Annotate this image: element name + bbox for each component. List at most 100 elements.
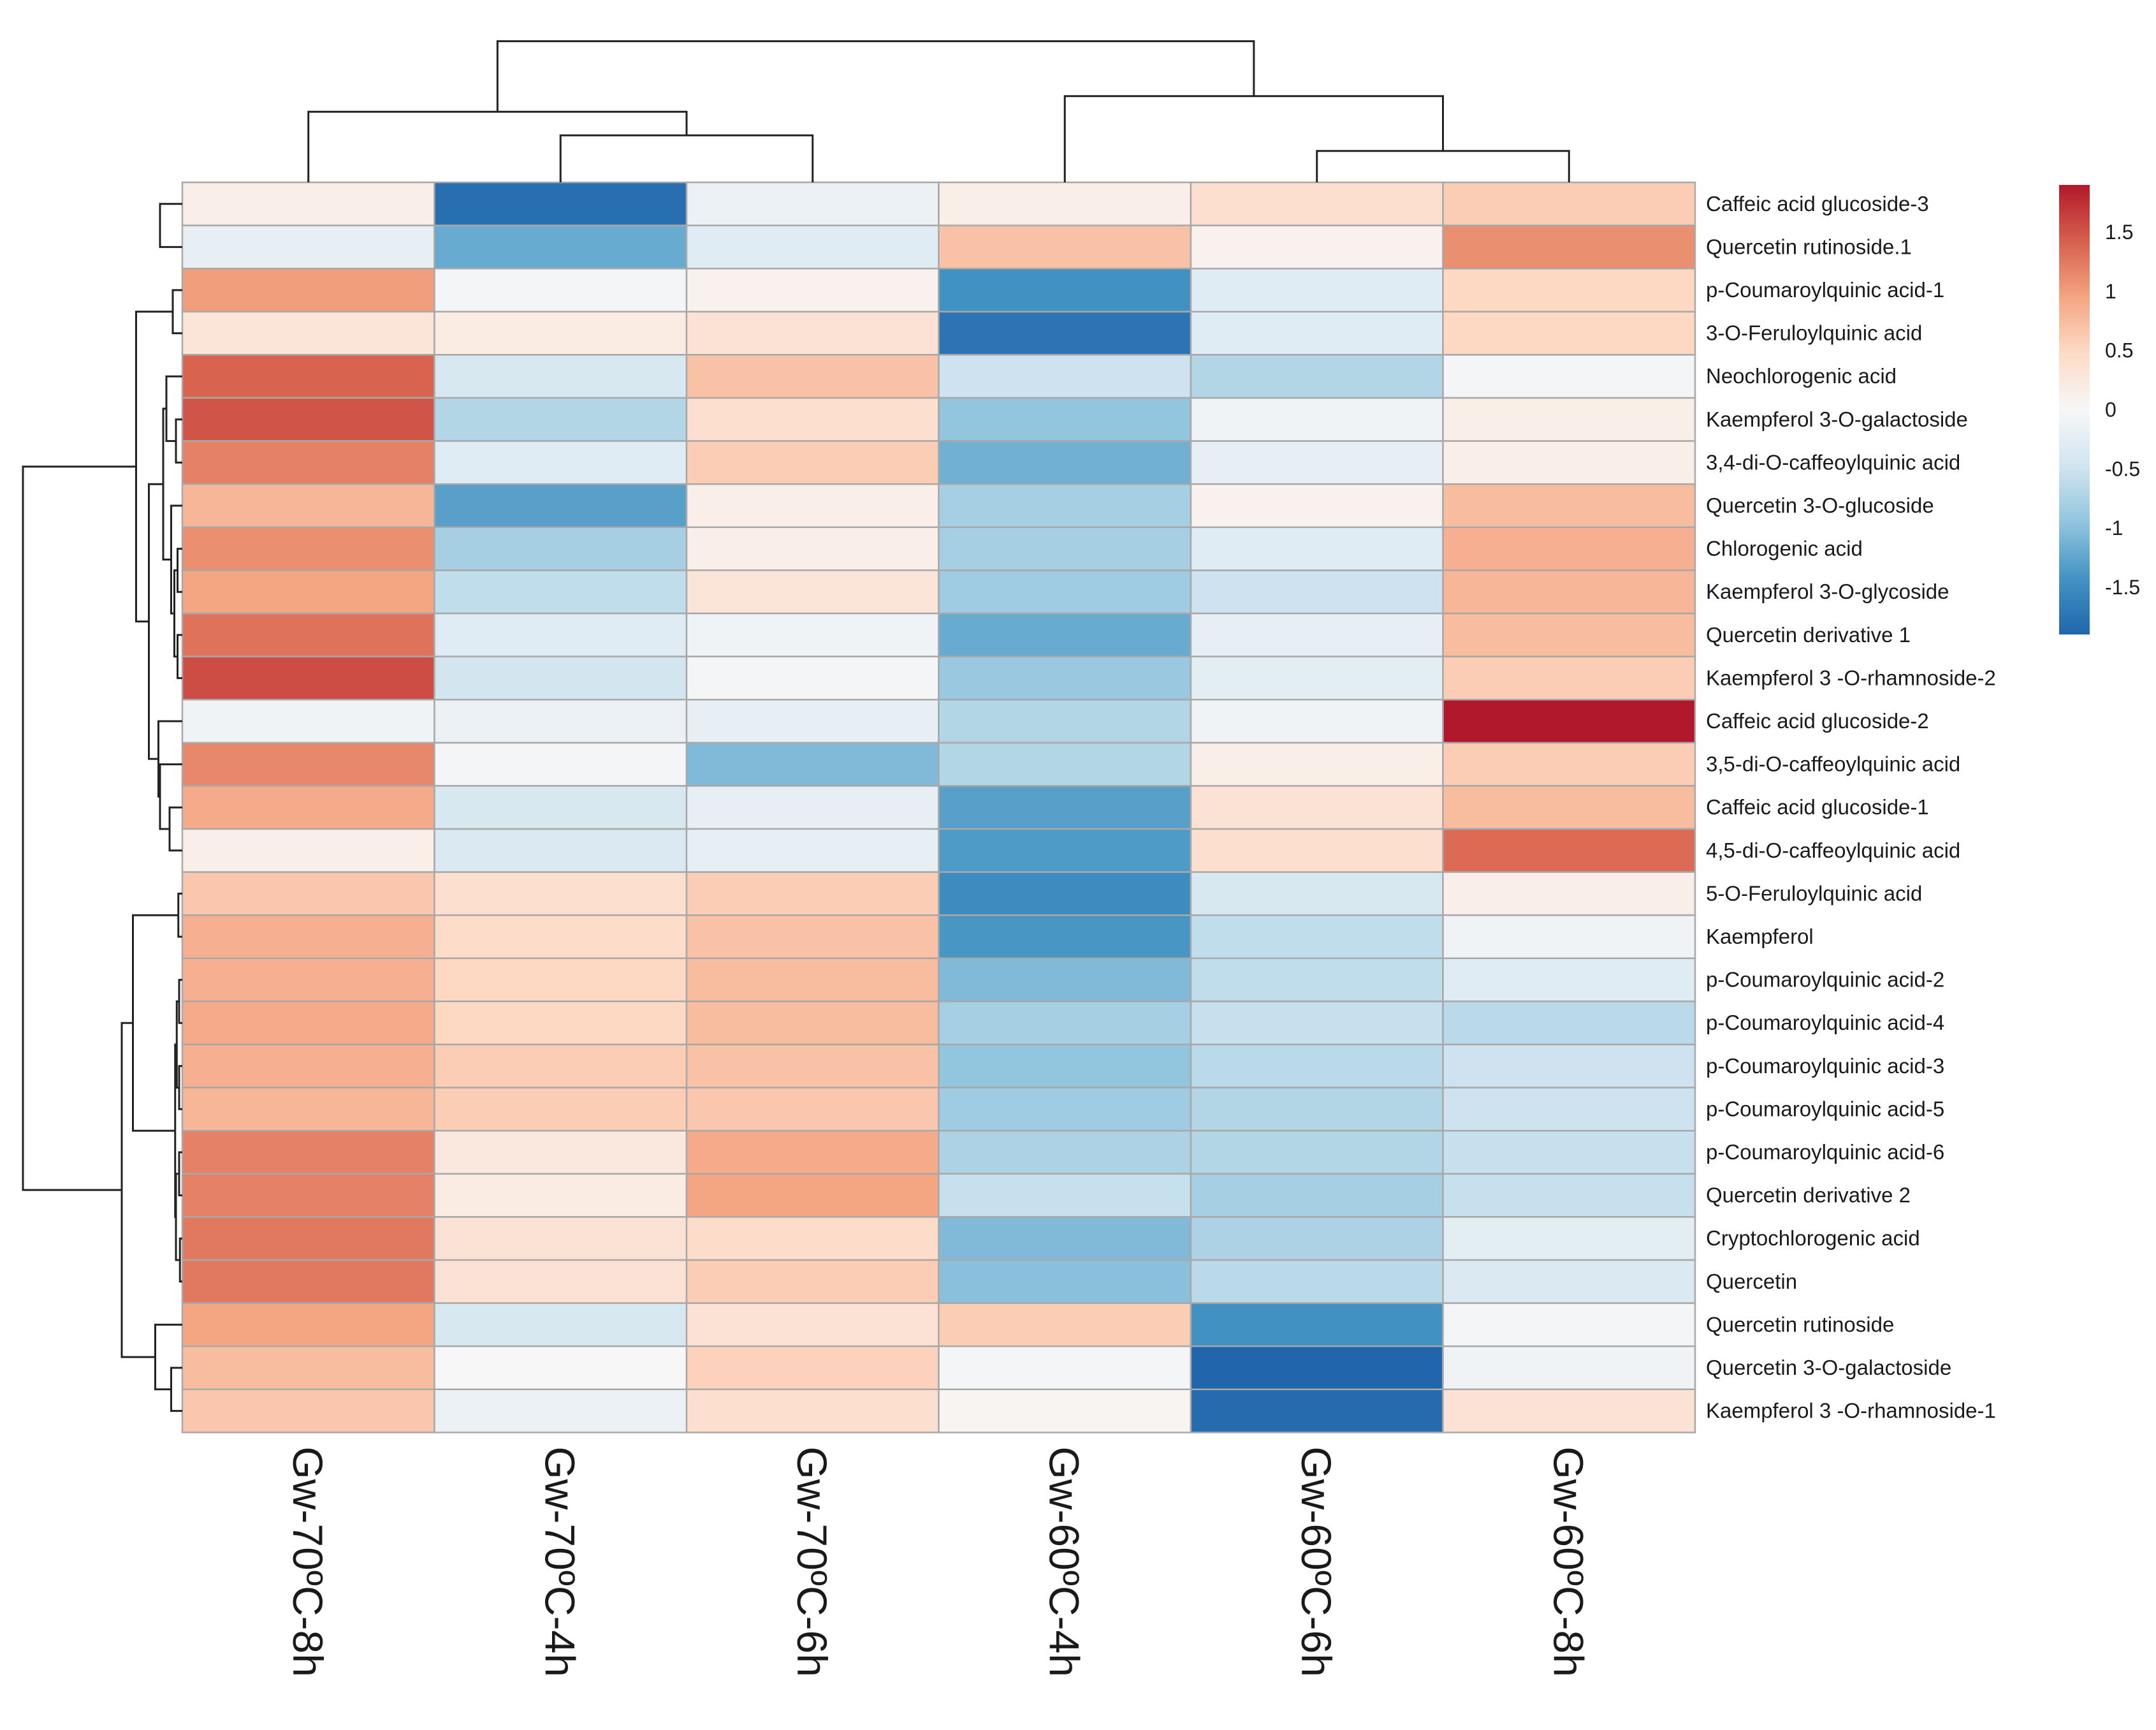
heatmap-cell: [1442, 785, 1696, 830]
row-label: 3-O-Feruloylquinic acid: [1706, 321, 1922, 345]
heatmap-cell: [433, 1087, 688, 1132]
heatmap-cell: [1442, 569, 1696, 615]
row-label: p-Coumaroylquinic acid-4: [1706, 1011, 1944, 1034]
heatmap-cell: [685, 828, 940, 873]
row-label: Neochlorogenic acid: [1706, 364, 1897, 388]
heatmap-cell: [1442, 1129, 1696, 1175]
heatmap-cell: [938, 1173, 1192, 1218]
heatmap-cell: [433, 1216, 688, 1261]
row-label: 4,5-di-O-caffeoylquinic acid: [1706, 839, 1960, 862]
row-dendrogram-link: [171, 289, 182, 335]
heatmap-cell: [938, 1302, 1192, 1347]
heatmap-cell: [685, 181, 940, 226]
row-label: Quercetin derivative 1: [1706, 623, 1911, 647]
heatmap-cell: [1190, 224, 1444, 270]
heatmap-cell: [433, 311, 688, 356]
heatmap-cell: [938, 957, 1192, 1002]
heatmap-cell: [938, 1216, 1192, 1261]
row-dendrogram-link: [135, 311, 173, 623]
row-label: p-Coumaroylquinic acid-1: [1706, 278, 1944, 302]
heatmap-cell: [685, 1129, 940, 1175]
heatmap-cell: [181, 483, 435, 529]
column-dendrogram-link: [307, 110, 688, 182]
heatmap-cell: [181, 1388, 435, 1433]
heatmap-cell: [685, 1043, 940, 1089]
heatmap-cell: [685, 267, 940, 313]
color-legend: 1.5 1 0.5 0 -0.5 -1 -1.5: [2059, 185, 2140, 634]
heatmap-cell: [181, 1129, 435, 1175]
heatmap-cell: [685, 914, 940, 960]
heatmap-cell: [938, 871, 1192, 916]
heatmap-cell: [1190, 397, 1444, 442]
heatmap-cell: [433, 224, 688, 270]
row-label: Caffeic acid glucoside-3: [1706, 192, 1929, 216]
heatmap-cell: [938, 656, 1192, 701]
heatmap-cell: [433, 267, 688, 313]
heatmap-cell: [433, 1259, 688, 1304]
legend-tick-label: -1.5: [2105, 576, 2140, 599]
row-label: Cryptochlorogenic acid: [1706, 1226, 1920, 1250]
legend-tick-label: 1.5: [2105, 221, 2133, 244]
heatmap-cell: [685, 1259, 940, 1304]
row-dendrogram-link: [154, 1323, 182, 1391]
legend-tick-label: 0: [2105, 399, 2116, 422]
column-label: Gw-60ºC-4h: [1040, 1446, 1088, 1677]
row-label: Caffeic acid glucoside-2: [1706, 709, 1929, 733]
heatmap-cell: [181, 828, 435, 873]
heatmap-cell: [1190, 1173, 1444, 1218]
heatmap-cell: [685, 1302, 940, 1347]
heatmap-cell: [1190, 1388, 1444, 1433]
heatmap-cell: [938, 828, 1192, 873]
heatmap-cell: [938, 1043, 1192, 1089]
heatmap-cell: [433, 914, 688, 960]
column-label: Gw-70ºC-4h: [536, 1446, 583, 1677]
heatmap-cell: [938, 1388, 1192, 1433]
heatmap-cell: [1190, 181, 1444, 226]
heatmap-cell: [938, 526, 1192, 571]
heatmap-cell: [1442, 656, 1696, 701]
heatmap-cell: [1190, 612, 1444, 657]
heatmap-cell: [938, 1259, 1192, 1304]
heatmap-cell: [1442, 1302, 1696, 1347]
heatmap-cell: [938, 698, 1192, 744]
row-dendrogram-link: [159, 203, 182, 248]
heatmap-cell: [181, 957, 435, 1002]
row-dendrogram-link: [175, 418, 182, 464]
column-dendrogram-link: [496, 40, 1255, 112]
heatmap-cell: [938, 440, 1192, 485]
heatmap-cell: [433, 440, 688, 485]
heatmap-cell: [1442, 1388, 1696, 1433]
heatmap-cell: [181, 656, 435, 701]
heatmap-cell: [685, 957, 940, 1002]
heatmap-cell: [181, 569, 435, 615]
heatmap-cell: [938, 311, 1192, 356]
heatmap-cell: [1190, 914, 1444, 960]
heatmap-cell: [1190, 742, 1444, 787]
heatmap-cell: [1442, 267, 1696, 313]
row-label: Kaempferol: [1706, 925, 1814, 948]
heatmap-cell: [433, 1001, 688, 1046]
heatmap-cell: [181, 1001, 435, 1046]
heatmap-cell: [1442, 483, 1696, 529]
row-dendrogram-link: [159, 763, 182, 830]
row-label: Quercetin 3-O-galactoside: [1706, 1356, 1951, 1379]
heatmap-cell: [1442, 698, 1696, 744]
heatmap-cell: [181, 698, 435, 744]
heatmap-cell: [1190, 1259, 1444, 1304]
heatmap-cell: [433, 1043, 688, 1089]
heatmap-cell: [1442, 181, 1696, 226]
heatmap-cell: [1442, 1216, 1696, 1261]
heatmap-cell: [1442, 354, 1696, 399]
heatmap-cell: [433, 1302, 688, 1347]
heatmap-cell: [685, 742, 940, 787]
column-dendrogram: [307, 40, 1570, 182]
heatmap-cell: [685, 526, 940, 571]
row-label: Caffeic acid glucoside-1: [1706, 795, 1929, 819]
heatmap-cell: [1442, 224, 1696, 270]
heatmap-cell: [1442, 311, 1696, 356]
heatmap-cell: [1190, 1345, 1444, 1391]
heatmap-cell: [181, 742, 435, 787]
heatmap-cell: [433, 1129, 688, 1175]
heatmap-cell: [181, 1302, 435, 1347]
heatmap-cell: [181, 612, 435, 657]
